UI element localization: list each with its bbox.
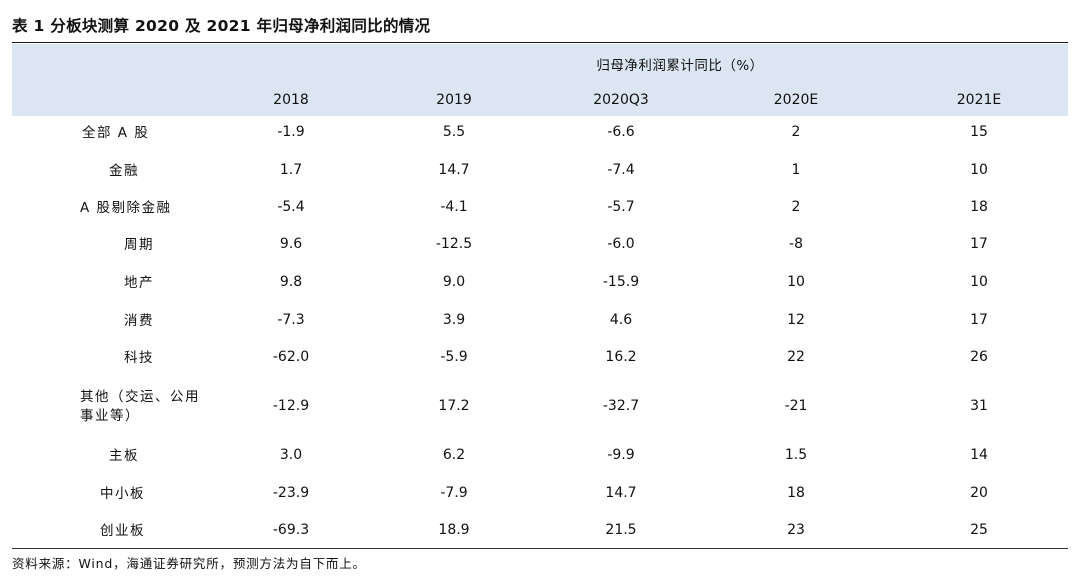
cell-2018: -1.9 — [277, 124, 305, 140]
row-label: A 股剔除金融 — [80, 200, 172, 216]
cell-2019: 3.9 — [442, 312, 466, 328]
cell-2019: 14.7 — [438, 162, 470, 178]
cell-2018: 1.7 — [279, 162, 303, 178]
column-header-2020q3: 2020Q3 — [593, 92, 649, 108]
cell-2020e: 2 — [791, 124, 801, 140]
cell-2021e: 10 — [970, 162, 988, 178]
cell-2020e: 2 — [791, 199, 801, 215]
top-rule — [12, 42, 1068, 43]
cell-2020q3: -32.7 — [602, 398, 640, 414]
cell-2020q3: -6.0 — [607, 236, 635, 252]
cell-2020e: 22 — [787, 349, 805, 365]
column-header-2018: 2018 — [273, 92, 309, 108]
cell-2021e: 17 — [970, 236, 988, 252]
cell-2020q3: -9.9 — [607, 447, 635, 463]
cell-2018: -62.0 — [272, 349, 310, 365]
cell-2020q3: 16.2 — [605, 349, 637, 365]
cell-2019: 18.9 — [438, 522, 470, 538]
row-label: 全部 A 股 — [82, 125, 150, 141]
row-label: 金融 — [109, 163, 139, 179]
cell-2020e: 10 — [787, 274, 805, 290]
cell-2020q3: -7.4 — [607, 162, 635, 178]
cell-2018: 3.0 — [279, 447, 303, 463]
cell-2020q3: -6.6 — [607, 124, 635, 140]
row-label: 周期 — [124, 237, 154, 253]
cell-2020e: 12 — [787, 312, 805, 328]
cell-2019: 5.5 — [442, 124, 466, 140]
cell-2018: -23.9 — [272, 485, 310, 501]
row-label-line2: 事业等） — [80, 408, 140, 424]
column-header-2019: 2019 — [436, 92, 472, 108]
bottom-rule — [12, 548, 1068, 549]
cell-2019: -4.1 — [440, 199, 468, 215]
cell-2019: 9.0 — [442, 274, 466, 290]
cell-2020e: 1 — [791, 162, 801, 178]
cell-2020q3: 4.6 — [609, 312, 633, 328]
cell-2020e: 18 — [787, 485, 805, 501]
cell-2018: 9.8 — [279, 274, 303, 290]
cell-2018: -12.9 — [272, 398, 310, 414]
row-label: 创业板 — [100, 523, 145, 539]
row-label-line1: 其他（交运、公用 — [80, 389, 200, 405]
row-label: 中小板 — [100, 486, 145, 502]
cell-2020e: -8 — [789, 236, 803, 252]
cell-2021e: 18 — [970, 199, 988, 215]
cell-2021e: 15 — [970, 124, 988, 140]
cell-2021e: 14 — [970, 447, 988, 463]
cell-2019: 6.2 — [442, 447, 466, 463]
cell-2021e: 17 — [970, 312, 988, 328]
column-header-2021e: 2021E — [956, 92, 1002, 108]
table-title: 表 1 分板块测算 2020 及 2021 年归母净利润同比的情况 — [12, 17, 431, 35]
cell-2021e: 31 — [970, 398, 988, 414]
cell-2018: -7.3 — [277, 312, 305, 328]
cell-2020q3: 21.5 — [605, 522, 637, 538]
row-label: 科技 — [124, 350, 154, 366]
row-label: 主板 — [109, 448, 139, 464]
cell-2019: -7.9 — [440, 485, 468, 501]
cell-2020e: 1.5 — [784, 447, 808, 463]
cell-2019: -5.9 — [440, 349, 468, 365]
cell-2020q3: -5.7 — [607, 199, 635, 215]
cell-2020e: -21 — [784, 398, 808, 414]
row-label: 地产 — [124, 275, 154, 291]
cell-2018: -69.3 — [272, 522, 310, 538]
column-header-2020e: 2020E — [773, 92, 819, 108]
cell-2021e: 10 — [970, 274, 988, 290]
cell-2021e: 26 — [970, 349, 988, 365]
cell-2019: -12.5 — [435, 236, 473, 252]
cell-2020q3: -15.9 — [602, 274, 640, 290]
header-group-label: 归母净利润累计同比（%） — [596, 58, 764, 74]
row-label: 消费 — [124, 313, 154, 329]
cell-2018: 9.6 — [279, 236, 303, 252]
cell-2021e: 25 — [970, 522, 988, 538]
cell-2020e: 23 — [787, 522, 805, 538]
source-note: 资料来源：Wind，海通证券研究所，预测方法为自下而上。 — [12, 556, 366, 571]
cell-2019: 17.2 — [438, 398, 470, 414]
cell-2020q3: 14.7 — [605, 485, 637, 501]
cell-2018: -5.4 — [277, 199, 305, 215]
cell-2021e: 20 — [970, 485, 988, 501]
table-header: 归母净利润累计同比（%） 2018 2019 2020Q3 2020E 2021… — [12, 44, 1068, 116]
